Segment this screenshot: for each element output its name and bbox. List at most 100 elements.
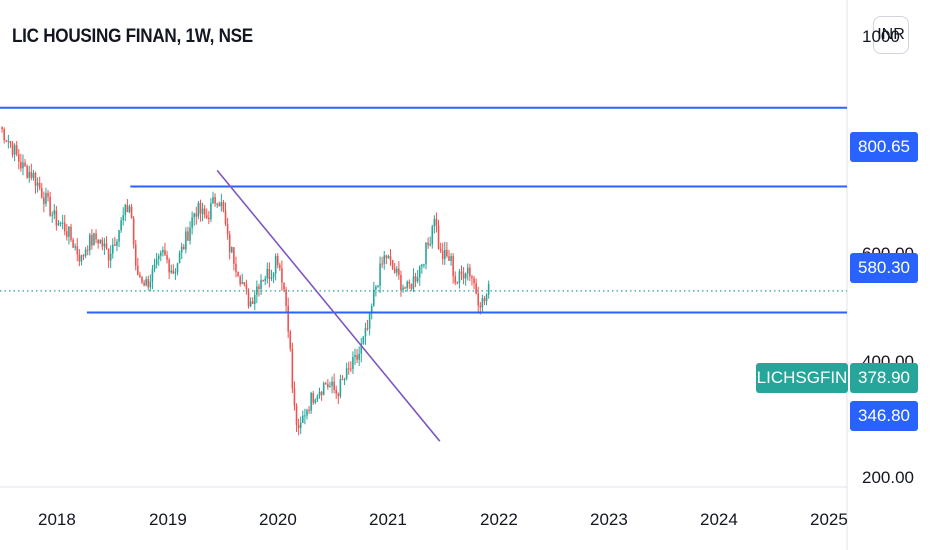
candle-body bbox=[270, 277, 273, 279]
price-tick-top: 1000 bbox=[862, 27, 900, 46]
candle-body bbox=[57, 223, 60, 226]
candle-body bbox=[260, 279, 262, 289]
currency-button[interactable]: INR bbox=[873, 16, 909, 54]
candle-body bbox=[448, 256, 450, 261]
symbol-tag: LICHSGFIN bbox=[756, 363, 848, 393]
candle-body bbox=[203, 208, 206, 216]
candle-body bbox=[197, 202, 200, 217]
candle-body bbox=[262, 279, 264, 281]
candle-body bbox=[456, 282, 459, 284]
candle-body bbox=[385, 255, 388, 258]
level-tag-high[interactable]: 800.65 bbox=[850, 132, 918, 162]
trend-line-group[interactable] bbox=[216, 169, 441, 442]
candle-body bbox=[423, 264, 425, 266]
candle-body bbox=[109, 253, 112, 261]
candle-body bbox=[53, 210, 56, 215]
trend-line bbox=[216, 169, 441, 442]
candle-body bbox=[82, 255, 85, 257]
candle-body bbox=[285, 289, 287, 306]
candle-body bbox=[9, 141, 12, 144]
candle-body bbox=[111, 244, 114, 254]
candle-body bbox=[11, 143, 14, 155]
candle-body bbox=[251, 301, 254, 304]
candle-body bbox=[76, 246, 79, 255]
candle-body bbox=[107, 248, 110, 261]
candle-body bbox=[400, 274, 402, 291]
candle-body bbox=[293, 388, 296, 406]
candle-body bbox=[22, 162, 24, 169]
candle-body bbox=[97, 239, 99, 244]
candle-body bbox=[429, 244, 431, 246]
candle-body bbox=[143, 282, 145, 286]
candle-body bbox=[59, 222, 62, 224]
candle-body bbox=[7, 141, 10, 143]
candle-body bbox=[34, 172, 37, 186]
candle-body bbox=[220, 202, 223, 207]
candle-body bbox=[450, 256, 452, 261]
candle-body bbox=[322, 383, 325, 395]
candle-body bbox=[377, 285, 379, 287]
candle-body bbox=[176, 263, 179, 272]
candle-body bbox=[312, 393, 315, 403]
candle-body bbox=[375, 286, 377, 290]
candle-body bbox=[387, 256, 390, 258]
level-tag-low[interactable]: 346.80 bbox=[850, 401, 918, 431]
candle-body bbox=[193, 213, 196, 218]
candle-body bbox=[297, 424, 300, 429]
candle-body bbox=[444, 249, 446, 260]
candle-body bbox=[30, 171, 33, 178]
candle-body bbox=[139, 274, 141, 278]
candle-body bbox=[337, 393, 340, 397]
candle-body bbox=[235, 263, 237, 272]
candle-body bbox=[172, 270, 175, 274]
candle-body bbox=[55, 210, 58, 226]
candle-body bbox=[412, 276, 415, 289]
candle-body bbox=[335, 389, 338, 394]
candle-body bbox=[487, 284, 490, 295]
candle-body bbox=[439, 248, 442, 251]
candle-body bbox=[95, 233, 97, 240]
candle-body bbox=[343, 378, 346, 380]
time-tick-2024: 2024 bbox=[700, 510, 738, 529]
candle-body bbox=[283, 282, 285, 290]
candle-body bbox=[362, 336, 365, 344]
candle-body bbox=[47, 192, 49, 197]
candle-body bbox=[159, 252, 162, 256]
candle-body bbox=[137, 265, 139, 275]
candle-body bbox=[433, 218, 436, 227]
candle-body bbox=[272, 273, 275, 278]
candle-body bbox=[99, 239, 102, 244]
candle-body bbox=[389, 256, 392, 260]
candle-body bbox=[329, 385, 331, 387]
candle-body bbox=[72, 239, 74, 248]
candle-body bbox=[134, 244, 137, 266]
candle-body bbox=[68, 226, 70, 237]
candle-body bbox=[230, 247, 233, 253]
candle-body bbox=[3, 129, 5, 141]
candle-body bbox=[199, 202, 202, 214]
candle-body bbox=[441, 250, 444, 260]
candle-body bbox=[224, 210, 227, 225]
candle-body bbox=[281, 268, 283, 283]
horizontal-levels[interactable] bbox=[0, 106, 847, 314]
candle-body bbox=[356, 355, 358, 360]
candle-body bbox=[5, 140, 8, 142]
candle-body bbox=[299, 422, 302, 429]
candle-body bbox=[116, 241, 118, 246]
candle-body bbox=[153, 264, 156, 270]
candle-body bbox=[168, 259, 170, 273]
level-tag-mid[interactable]: 580.30 bbox=[850, 253, 918, 283]
candle-body bbox=[350, 368, 352, 370]
time-tick-2025: 2025 bbox=[810, 510, 848, 529]
candle-body bbox=[481, 298, 484, 308]
candle-body bbox=[17, 154, 20, 162]
candle-body bbox=[164, 250, 166, 256]
candle-body bbox=[452, 256, 454, 277]
candle-body bbox=[13, 145, 16, 155]
candle-body bbox=[174, 271, 177, 274]
candle-body bbox=[241, 282, 244, 285]
candle-body bbox=[86, 249, 89, 251]
candle-body bbox=[45, 192, 47, 204]
candle-body bbox=[402, 287, 404, 291]
